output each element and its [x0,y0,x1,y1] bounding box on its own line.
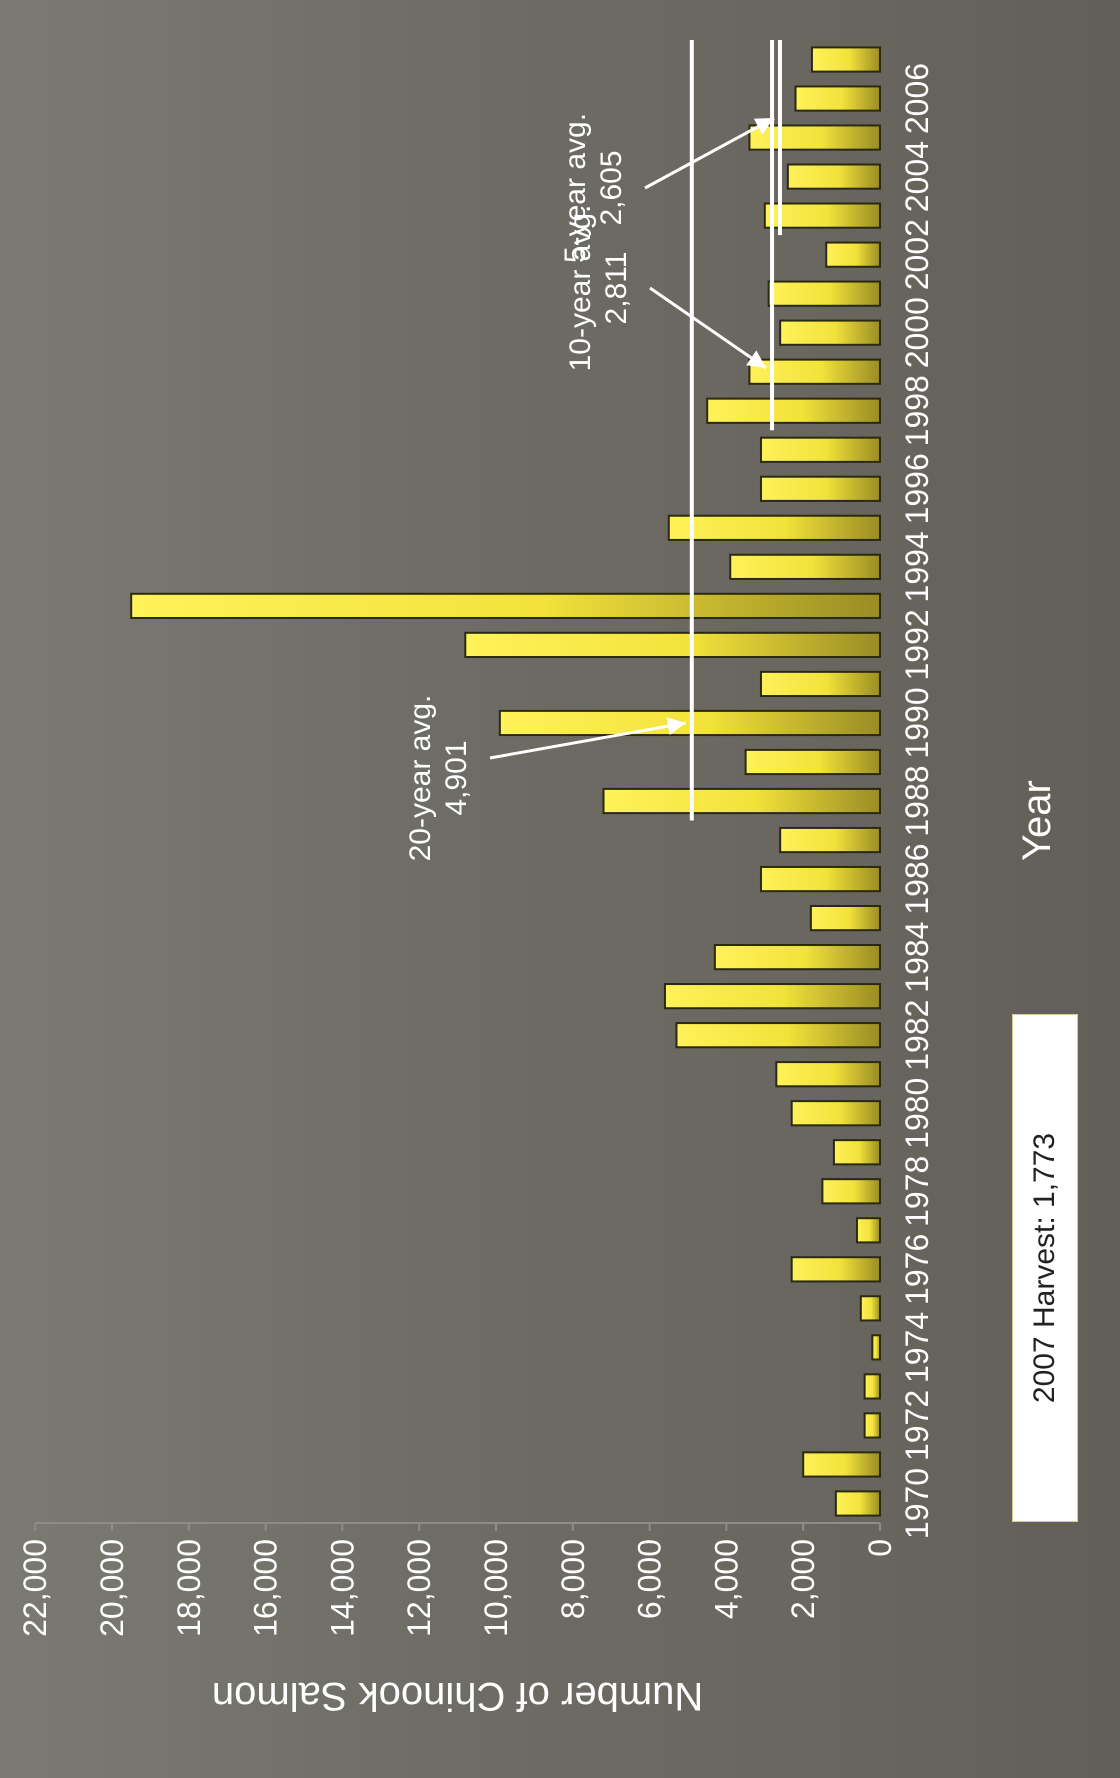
bar-2002 [825,241,881,268]
bar-2005 [748,124,881,151]
avg-value-2003: 2,605 [595,150,628,225]
bar-1997 [759,436,882,463]
x-tick-label: 1984 [899,922,935,993]
y-tick-label: 10,000 [478,1539,514,1637]
bar-1993 [130,592,881,619]
y-tick-label: 8,000 [555,1539,591,1619]
bar-1996 [759,475,882,502]
bar-1982 [675,1022,881,1049]
x-tick-label: 2002 [899,219,935,290]
bar-1992 [464,631,881,659]
x-tick-label: 1976 [899,1234,935,1305]
bar-1986 [759,865,882,893]
avg-label-2003: 5-year avg. [559,113,592,263]
bar-2001 [767,280,882,307]
avg-arrowhead-1998 [746,350,767,368]
harvest-callout-box: 2007 Harvest: 1,773 [1012,1014,1078,1522]
x-tick-label: 1998 [899,375,935,446]
bar-1980 [790,1100,881,1127]
x-tick-label: 1972 [899,1390,935,1461]
x-tick-label: 1970 [899,1468,935,1539]
bar-1975 [859,1295,881,1322]
bar-1985 [809,904,882,932]
avg-arrowhead-2003 [753,118,774,135]
x-tick-label: 2006 [899,63,935,134]
avg-arrow-1998 [649,286,767,370]
bar-2004 [786,163,882,190]
avg-arrow-1988 [489,721,687,760]
x-axis-title: Year [1015,780,1059,861]
x-tick-label: 1996 [899,453,935,524]
x-tick-label: 1986 [899,843,935,914]
x-tick-label: 1994 [899,531,935,602]
y-tick-label: 12,000 [401,1539,437,1637]
bar-1984 [713,944,881,971]
bar-1988 [602,787,882,815]
avg-value-1988: 4,901 [440,740,473,815]
y-tick-label: 6,000 [632,1539,668,1619]
x-tick-label: 2004 [899,141,935,212]
bar-1979 [832,1139,881,1166]
x-tick-label: 1974 [899,1312,935,1383]
bar-1977 [855,1217,882,1244]
bar-2000 [779,319,881,346]
harvest-callout-text: 2007 Harvest: 1,773 [1028,1132,1061,1404]
x-tick-label: 1988 [899,765,935,836]
x-tick-label: 1978 [899,1156,935,1227]
bar-1995 [667,514,881,541]
x-tick-label: 1990 [899,687,935,758]
avg-label-1998: 10-year avg. [564,205,597,372]
bar-1989 [744,748,881,776]
bar-1991 [759,670,882,698]
bar-1999 [748,358,881,385]
avg-arrowhead-1988 [666,717,686,736]
y-tick-label: 16,000 [248,1539,284,1637]
x-tick-label: 2000 [899,297,935,368]
bar-1978 [821,1178,882,1205]
y-axis-title: Number of Chinook Salmon [212,1674,703,1718]
y-tick-label: 14,000 [324,1539,360,1637]
bar-1976 [790,1256,881,1283]
bar-1983 [663,983,882,1010]
bar-1973 [863,1373,882,1400]
x-tick-label: 1992 [899,609,935,680]
y-tick-label: 4,000 [708,1539,744,1619]
y-tick-label: 18,000 [171,1539,207,1637]
bar-2006 [794,85,882,112]
bar-2003 [763,202,881,229]
bar-1970 [834,1490,882,1517]
bar-1987 [779,826,881,854]
avg-arrow-2003 [644,116,775,190]
bar-2007 [810,46,882,73]
x-tick-label: 1980 [899,1078,935,1149]
y-tick-label: 20,000 [94,1539,130,1637]
y-tick-label: 2,000 [785,1539,821,1619]
bar-1971 [802,1451,882,1478]
avg-value-1998: 2,811 [600,252,633,325]
bar-1994 [729,553,881,580]
x-tick-label: 1982 [899,1000,935,1071]
bar-1998 [706,397,882,424]
avg-label-1988: 20-year avg. [404,695,437,862]
bar-1981 [775,1061,882,1088]
bar-1974 [871,1334,882,1361]
bar-1972 [863,1412,882,1439]
y-tick-label: 22,000 [17,1539,53,1637]
y-tick-label: 0 [862,1539,898,1557]
